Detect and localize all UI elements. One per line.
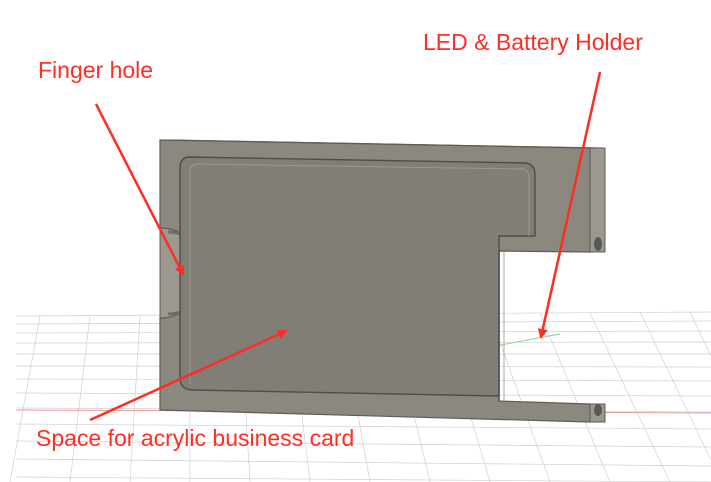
arrow-icon [537,71,602,339]
led-hole [594,237,602,251]
finger-hole-label: Finger hole [38,57,154,83]
arrow-icon [94,103,185,276]
card-holder-part [159,139,606,423]
card-pocket-inner [189,163,530,384]
battery-hole [594,404,602,416]
arm-top-side [589,147,606,253]
annotation-arrows [89,71,602,422]
card-space-label: Space for acrylic business card [36,425,355,451]
led-battery-holder-label: LED & Battery Holder [423,29,643,55]
card-pocket [179,156,536,397]
arrow-icon [89,329,288,422]
